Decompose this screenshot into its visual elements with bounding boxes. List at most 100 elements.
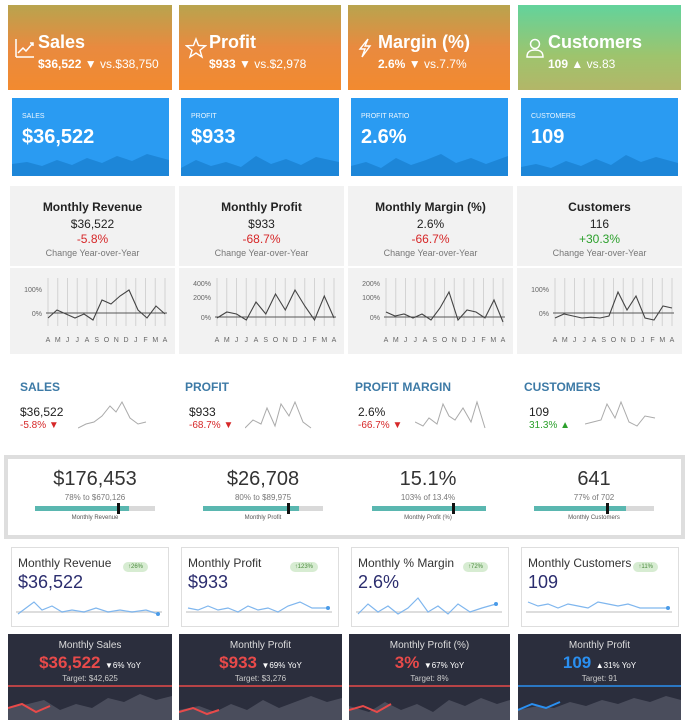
kpi-label: CUSTOMERS [531,113,576,120]
trend-line [356,597,502,615]
blue-kpi-profit-ratio[interactable]: PROFIT RATIO 2.6% [351,98,508,176]
blue-kpi-profit[interactable]: PROFIT $933 [181,98,339,176]
bullet-card-profit[interactable]: $26,708 80% to $89,975 Monthly Profit [188,468,338,521]
card-title: Monthly Profit [568,640,631,651]
card-title: Monthly Revenue [42,200,143,214]
month-tick: A [254,337,259,344]
month-tick: N [452,337,457,344]
yoy-card-revenue[interactable]: Monthly Revenue $36,522 -5.8% Change Yea… [10,186,175,266]
kpi-value: $933 [191,126,236,148]
growth-badge: ↑123% [289,562,318,572]
target-label: Target: $42,625 [62,674,118,683]
kpi-card-customers[interactable]: Customers 109 ▲ vs.83 [518,5,681,90]
card-value: 2.6% [416,217,445,231]
month-tick: A [215,337,220,344]
kpi-value: 109 [531,126,565,148]
kpi-card-sales[interactable]: Sales $36,522 ▼ vs.$38,750 [8,5,172,90]
month-tick: A [670,337,675,344]
bullet-target-marker [452,503,455,514]
section-title: CUSTOMERS [524,380,601,394]
bullet-target-marker [287,503,290,514]
kpi-subtitle: $36,522 ▼ vs.$38,750 [38,57,159,71]
month-tick: M [224,337,230,344]
trend-card-revenue[interactable]: Monthly Revenue $36,522 ↑26% [11,547,169,627]
bullet-value: $26,708 [226,468,300,490]
blue-kpi-customers[interactable]: CUSTOMERS 109 [521,98,678,176]
yoy-card-customers[interactable]: Customers 116 +30.3% Change Year-over-Ye… [517,186,682,266]
month-tick: J [235,337,239,344]
bullet-value: $176,453 [53,468,137,490]
target-label: Target: 8% [410,674,449,683]
month-tick: F [481,337,485,344]
card-value: $36,522 [18,572,84,592]
yoy-line-chart-revenue: A M J J A S O N D J F M A 100% 0% [10,268,175,354]
card-value: 109 [528,572,559,592]
month-tick: S [432,337,437,344]
card-title: Monthly Customers [528,556,632,570]
dark-card-customers[interactable]: Monthly Profit 109 ▲31% YoY Target: 91 [518,634,681,720]
card-value: $933 [188,572,229,592]
month-tick: D [461,337,466,344]
month-tick: M [393,337,399,344]
change-value: -66.7% [411,232,450,246]
dark-card-profit-percent[interactable]: Monthly Profit (%) 3% ▼67% YoY Target: 8… [349,634,510,720]
area-sparkline [351,154,508,176]
data-line [47,289,166,321]
line-chart-icon [15,39,34,58]
card-value: 109 [562,653,592,672]
kpi-label: PROFIT [191,113,217,120]
kpi-subtitle: $933 ▼ vs.$2,978 [209,57,307,71]
metric-value: $933 [189,405,216,419]
bullet-caption: Monthly Profit (%) [404,515,452,521]
yoy-card-profit[interactable]: Monthly Profit $933 -68.7% Change Year-o… [179,186,344,266]
month-tick: J [134,337,138,344]
bullet-percent: 78% to $670,126 [64,493,126,502]
y-axis-label: 200% [193,295,211,302]
month-tick: D [123,337,128,344]
section-title: PROFIT [185,380,229,394]
change-note: Change Year-over-Year [45,248,140,258]
kpi-value: 2.6% [361,126,407,148]
kpi-card-profit[interactable]: Profit $933 ▼ vs.$2,978 [179,5,341,90]
card-value: $933 [219,653,257,672]
yoy-line-chart-profit: A M J J A S O N D J F M A 400% 200% 0% [179,268,344,354]
month-tick: N [621,337,626,344]
month-tick: S [601,337,606,344]
kpi-card-margin[interactable]: Margin (%) 2.6% ▼ vs.7.7% [348,5,510,90]
y-axis-label: 0% [370,315,380,322]
yoy-change: ▲31% YoY [595,661,637,670]
yoy-change: ▼69% YoY [261,661,302,670]
kpi-title: Margin (%) [378,32,470,52]
month-tick: J [414,337,418,344]
month-tick: M [490,337,496,344]
blue-kpi-sales[interactable]: SALES $36,522 [12,98,169,176]
card-title: Customers [568,200,631,214]
month-tick: M [152,337,158,344]
data-line [385,290,504,323]
yoy-line-chart-customers: A M J J A S O N D J F M A 100% 0% [517,268,682,354]
y-axis-label: 100% [24,287,42,294]
metric-change: -66.7% ▼ [358,420,403,431]
lightning-icon [358,38,372,58]
y-axis-label: 200% [362,281,380,288]
sparkline [78,400,147,429]
bullet-card-revenue[interactable]: $176,453 78% to $670,126 Monthly Revenue [20,468,170,521]
bullet-bar [203,503,323,514]
change-value: -5.8% [76,232,109,246]
bullet-value: 641 [577,468,611,490]
y-axis-label: 0% [539,311,549,318]
area-sparkline [181,156,339,176]
dark-card-profit[interactable]: Monthly Profit $933 ▼69% YoY Target: $3,… [179,634,342,720]
bullet-card-margin[interactable]: 15.1% 103% of 13.4% Monthly Profit (%) [352,468,504,521]
card-value: $933 [248,217,275,231]
change-value: +30.3% [578,232,621,246]
trend-card-margin[interactable]: Monthly % Margin 2.6% ↑72% [351,547,509,627]
yoy-card-margin[interactable]: Monthly Margin (%) 2.6% -66.7% Change Ye… [348,186,513,266]
trend-card-profit[interactable]: Monthly Profit $933 ↑123% [181,547,339,627]
trend-card-customers[interactable]: Monthly Customers 109 ↑11% [521,547,679,627]
y-axis-label: 0% [32,311,42,318]
dark-card-sales[interactable]: Monthly Sales $36,522 ▼6% YoY Target: $4… [8,634,172,720]
bullet-bar [372,503,486,514]
bullet-card-customers[interactable]: 641 77% of 702 Monthly Customers [519,468,669,521]
area-sparkline [12,154,169,176]
